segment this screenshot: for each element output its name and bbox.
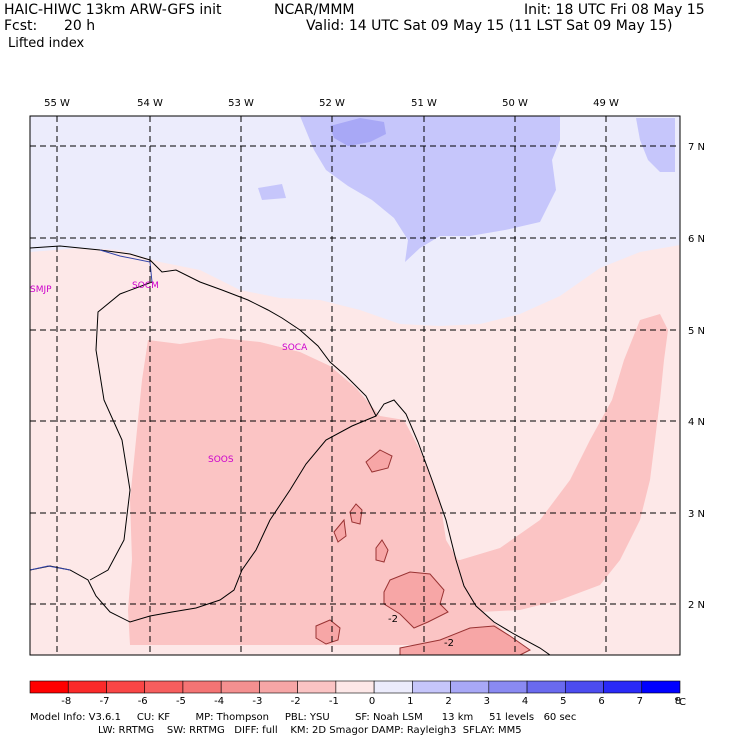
colorbar-swatch: [220, 680, 260, 694]
colorbar-tick-label: -6: [138, 696, 148, 707]
shade-pink-strong-4: [375, 539, 389, 563]
colorbar-swatch: [297, 680, 337, 694]
lon-label: 53 W: [228, 98, 254, 109]
colorbar-swatch: [526, 680, 566, 694]
colorbar-swatch: [29, 680, 69, 694]
shade-pink-strong-7: [399, 625, 531, 655]
contour-label: -2: [388, 614, 398, 625]
colorbar-tick-label: 8: [675, 696, 681, 707]
lat-label: 5 N: [688, 326, 705, 337]
colorbar-swatch: [259, 680, 298, 694]
colorbar-tick-label: -3: [252, 696, 262, 707]
shade-blue-strong: [330, 118, 386, 146]
init-time: Init: 18 UTC Fri 08 May 15: [524, 2, 705, 18]
graticule: [30, 116, 680, 655]
lat-label: 6 N: [688, 234, 705, 245]
lon-label: 50 W: [502, 98, 528, 109]
model-info-line2: LW: RRTMG SW: RRTMG DIFF: full KM: 2D Sm…: [98, 725, 522, 736]
shade-pink-strong-5: [383, 571, 449, 629]
colorbar-swatch: [603, 680, 643, 694]
station-label: SOOS: [208, 455, 234, 465]
valid-time: Valid: 14 UTC Sat 09 May 15 (11 LST Sat …: [306, 18, 673, 34]
colorbar-tick-label: 3: [484, 696, 490, 707]
colorbar-tick-label: -2: [291, 696, 301, 707]
model-info-line1: Model Info: V3.6.1 CU: KF MP: Thompson P…: [30, 712, 577, 723]
shade-pink-east: [448, 314, 668, 612]
colorbar-tick-label: -5: [176, 696, 186, 707]
colorbar-tick-label: 5: [560, 696, 566, 707]
coastline: [30, 245, 551, 655]
colorbar-swatch: [564, 680, 604, 694]
colorbar-swatch: [67, 680, 107, 694]
colorbar-tick-label: 2: [445, 696, 451, 707]
colorbar-swatch: [335, 680, 375, 694]
shade-pink-strong-6: [315, 619, 341, 645]
forecast-hour: 20 h: [64, 18, 96, 34]
lon-label: 51 W: [411, 98, 437, 109]
colorbar-tick-label: 4: [522, 696, 528, 707]
station-label: SMJP: [30, 285, 52, 295]
border-french-guiana: [30, 415, 377, 623]
border-southwest: [30, 565, 71, 571]
station-label: SOCA: [282, 343, 308, 353]
colorbar-swatch: [106, 680, 146, 694]
lon-label: 55 W: [44, 98, 70, 109]
colorbar-tick-label: 6: [598, 696, 604, 707]
lat-label: 3 N: [688, 509, 705, 520]
station-label: SOCM: [132, 281, 159, 291]
model-title: HAIC-HIWC 13km ARW-GFS init: [4, 2, 222, 18]
colorbar-tick-label: 1: [407, 696, 413, 707]
shade-pink-strong-1: [365, 449, 393, 473]
colorbar: [29, 680, 681, 694]
shade-pink-strong-3: [333, 518, 347, 543]
contour-label: -2: [444, 638, 454, 649]
colorbar-swatch: [182, 680, 222, 694]
border-suriname-guyana: [99, 249, 153, 283]
lat-label: 2 N: [688, 600, 705, 611]
lon-label: 54 W: [137, 98, 163, 109]
colorbar-tick-label: -1: [329, 696, 339, 707]
colorbar-tick-label: 7: [637, 696, 643, 707]
lon-label: 52 W: [319, 98, 345, 109]
lat-label: 4 N: [688, 417, 705, 428]
field-name: Lifted index: [8, 36, 85, 51]
shade-pink-mid: [128, 338, 520, 645]
lon-label: 49 W: [593, 98, 619, 109]
shade-blue-mid-east: [636, 118, 675, 172]
colorbar-unit: °C: [674, 697, 686, 708]
colorbar-tick-label: -4: [214, 696, 224, 707]
shade-blue-mid: [300, 116, 560, 262]
colorbar-swatch: [450, 680, 490, 694]
shade-blue-mid-west: [258, 184, 286, 200]
map-frame: [29, 115, 681, 656]
colorbar-swatch: [641, 680, 681, 694]
shade-pink-strong-2: [349, 503, 363, 525]
border-west: [89, 281, 153, 581]
colorbar-swatch: [373, 680, 413, 694]
colorbar-tick-label: -7: [99, 696, 109, 707]
colorbar-tick-label: 0: [369, 696, 375, 707]
colorbar-swatch: [144, 680, 184, 694]
colorbar-swatch: [488, 680, 528, 694]
lat-label: 7 N: [688, 142, 705, 153]
org-label: NCAR/MMM: [274, 2, 355, 18]
colorbar-swatch: [412, 680, 451, 694]
colorbar-tick-label: -8: [61, 696, 71, 707]
forecast-label: Fcst:: [4, 18, 38, 34]
